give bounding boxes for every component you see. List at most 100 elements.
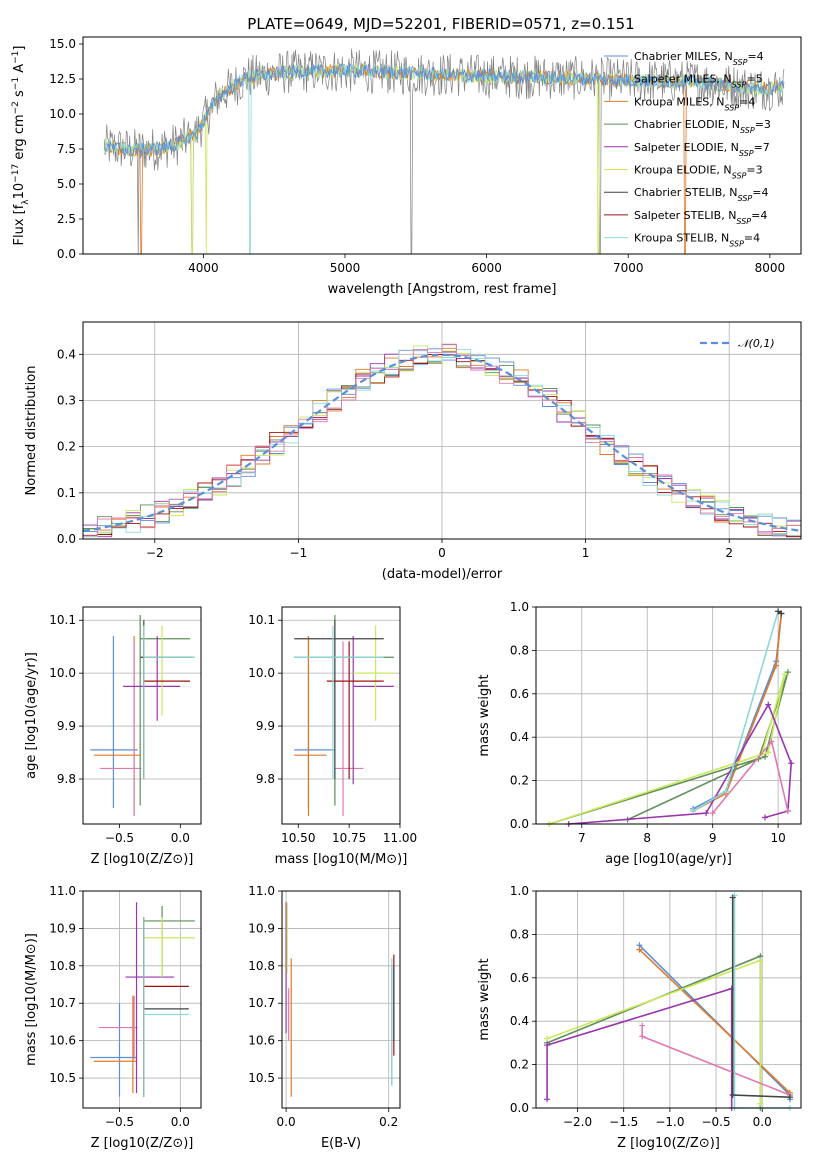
axes-frame (82, 890, 202, 1109)
y-tick-label: 0.2 (510, 774, 529, 788)
y-tick-label: 10.8 (49, 959, 76, 973)
axes-frame (82, 36, 802, 255)
axes-frame (535, 606, 802, 825)
weight-series-line (548, 674, 786, 825)
weight-point-marker (784, 669, 791, 676)
y-tick-label: 1.0 (510, 600, 529, 614)
y-tick-label: 10.7 (49, 996, 76, 1010)
y-axis-label: mass weight (477, 674, 492, 756)
x-tick-label: 6000 (471, 261, 502, 275)
weight-point-marker (709, 810, 716, 817)
y-tick-label: 10.5 (248, 1071, 275, 1085)
panel-weight_Z: −2.0 −1.5 −1.0 −0.5 0.0 0.0 0.2 0.4 0.6 0.8 1.0 Z [… (477, 884, 802, 1151)
weight-point-marker (784, 807, 791, 814)
weight-point-marker (786, 1094, 793, 1101)
x-tick-label: 2 (725, 546, 733, 560)
y-tick-label: 15.0 (49, 37, 76, 51)
y-tick-label: 10.0 (49, 107, 76, 121)
legend-label: 𝒩(0,1) (738, 337, 775, 350)
x-tick-label: 0.0 (171, 1115, 190, 1129)
y-tick-label: 10.7 (248, 996, 275, 1010)
y-tick-label: 0.0 (57, 532, 76, 546)
y-tick-label: 0.1 (57, 486, 76, 500)
weight-series-line (546, 959, 762, 1104)
weight-point-marker (636, 946, 643, 953)
y-tick-label: 5.0 (57, 177, 76, 191)
y-tick-label: 10.0 (49, 666, 76, 680)
weight-series-line (568, 702, 793, 825)
x-axis-label: (data-model)/error (382, 567, 503, 582)
y-tick-label: 0.2 (57, 440, 76, 454)
x-tick-label: −0.5 (105, 831, 134, 845)
weight-point-marker (775, 608, 782, 615)
histogram-series (82, 343, 801, 539)
weight-point-marker (544, 1096, 551, 1103)
legend-label: Chabrier MILES, NSSP=4 (634, 50, 764, 67)
weight-point-marker (639, 1033, 646, 1040)
x-tick-label: −1.0 (655, 1115, 684, 1129)
x-axis-label: Z [log10(Z/Z⊙)] (617, 1136, 720, 1151)
x-tick-label: −1 (290, 546, 308, 560)
model-chabrier-miles (103, 62, 785, 157)
weight-point-marker (544, 1042, 551, 1049)
y-tick-label: 0.8 (510, 643, 529, 657)
legend-label: Kroupa MILES, NSSP=4 (634, 95, 755, 112)
x-axis-label: wavelength [Angstrom, rest frame] (328, 282, 557, 297)
x-axis-label: mass [log10(M/M⊙)] (275, 852, 408, 867)
weight-series-line (638, 949, 791, 1094)
y-tick-label: 10.6 (49, 1034, 76, 1048)
y-tick-label: 11.0 (49, 884, 76, 898)
y-axis-label: age [log10(age/yr)] (24, 652, 39, 779)
y-tick-label: 0.4 (510, 730, 529, 744)
x-tick-label: 8000 (755, 261, 786, 275)
y-tick-label: 0.8 (510, 927, 529, 941)
weight-point-marker (703, 810, 710, 817)
y-tick-label: 10.9 (248, 921, 275, 935)
weight-point-marker (690, 807, 697, 814)
y-tick-label: 9.9 (57, 719, 76, 733)
legend-label: Kroupa ELODIE, NSSP=3 (634, 164, 763, 181)
x-tick-label: 0.0 (277, 1115, 296, 1129)
y-tick-label: 10.0 (248, 666, 275, 680)
y-axis-label: Normed distribution (24, 366, 39, 496)
y-tick-label: 10.1 (49, 613, 76, 627)
axes-frame (82, 321, 802, 540)
y-tick-label: 0.4 (57, 347, 76, 361)
y-tick-label: 9.8 (57, 772, 76, 786)
y-axis-label: mass [log10(M/M⊙)] (24, 933, 39, 1066)
x-tick-label: −0.5 (701, 1115, 730, 1129)
y-tick-label: 10.6 (248, 1034, 275, 1048)
panel-age_mass: 10.50 10.75 11.00 9.8 9.9 10.0 10.1 mass [log10… (248, 606, 417, 867)
y-tick-label: 0.0 (57, 247, 76, 261)
x-axis-label: age [log10(age/yr)] (605, 852, 732, 867)
weight-point-marker (765, 701, 772, 708)
legend-label: Chabrier STELIB, NSSP=4 (634, 186, 768, 203)
panel-residual_hist: −2 −1 0 1 2 0.0 0.1 0.2 0.3 0.4 (data-model)/error… (24, 321, 802, 582)
y-tick-label: 9.8 (256, 772, 275, 786)
legend-label: Kroupa STELIB, NSSP=4 (634, 232, 760, 249)
figure-title: PLATE=0649, MJD=52201, FIBERID=0571, z=0… (247, 15, 634, 33)
weight-point-marker (544, 1035, 551, 1042)
panel-mass_Z: −0.5 0.0 10.5 10.6 10.7 10.8 10.9 11.0 Z [log10(… (24, 884, 202, 1151)
panel-mass_EBV: 0.0 0.2 10.5 10.6 10.7 10.8 10.9 11.0 E(B-V) (248, 884, 401, 1151)
spectrum-legend: Chabrier MILES, NSSP=4 Salpeter MILES, NS… (604, 50, 771, 248)
y-tick-label: 0.6 (510, 687, 529, 701)
legend-label: Salpeter ELODIE, NSSP=7 (634, 141, 770, 158)
x-tick-label: 0.0 (753, 1115, 772, 1129)
axes-frame (281, 606, 401, 825)
y-tick-label: 0.2 (510, 1058, 529, 1072)
x-axis-label: E(B-V) (321, 1136, 361, 1151)
y-tick-label: 0.0 (510, 817, 529, 831)
model-kroupa-elodie (103, 63, 785, 254)
weight-series-line (546, 987, 733, 1108)
panel-weight_age: 7 8 9 10 0.0 0.2 0.4 0.6 0.8 1.0 age [log10(age/yr… (477, 600, 802, 867)
normal-curve (82, 353, 802, 532)
weight-series-line (548, 671, 789, 825)
axes-frame (535, 890, 802, 1109)
y-tick-label: 0.4 (510, 1014, 529, 1028)
weight-point-marker (762, 814, 769, 821)
weight-point-marker (768, 738, 775, 745)
x-tick-label: −1.5 (609, 1115, 638, 1129)
x-tick-label: −0.5 (105, 1115, 134, 1129)
x-tick-label: 10 (770, 831, 785, 845)
